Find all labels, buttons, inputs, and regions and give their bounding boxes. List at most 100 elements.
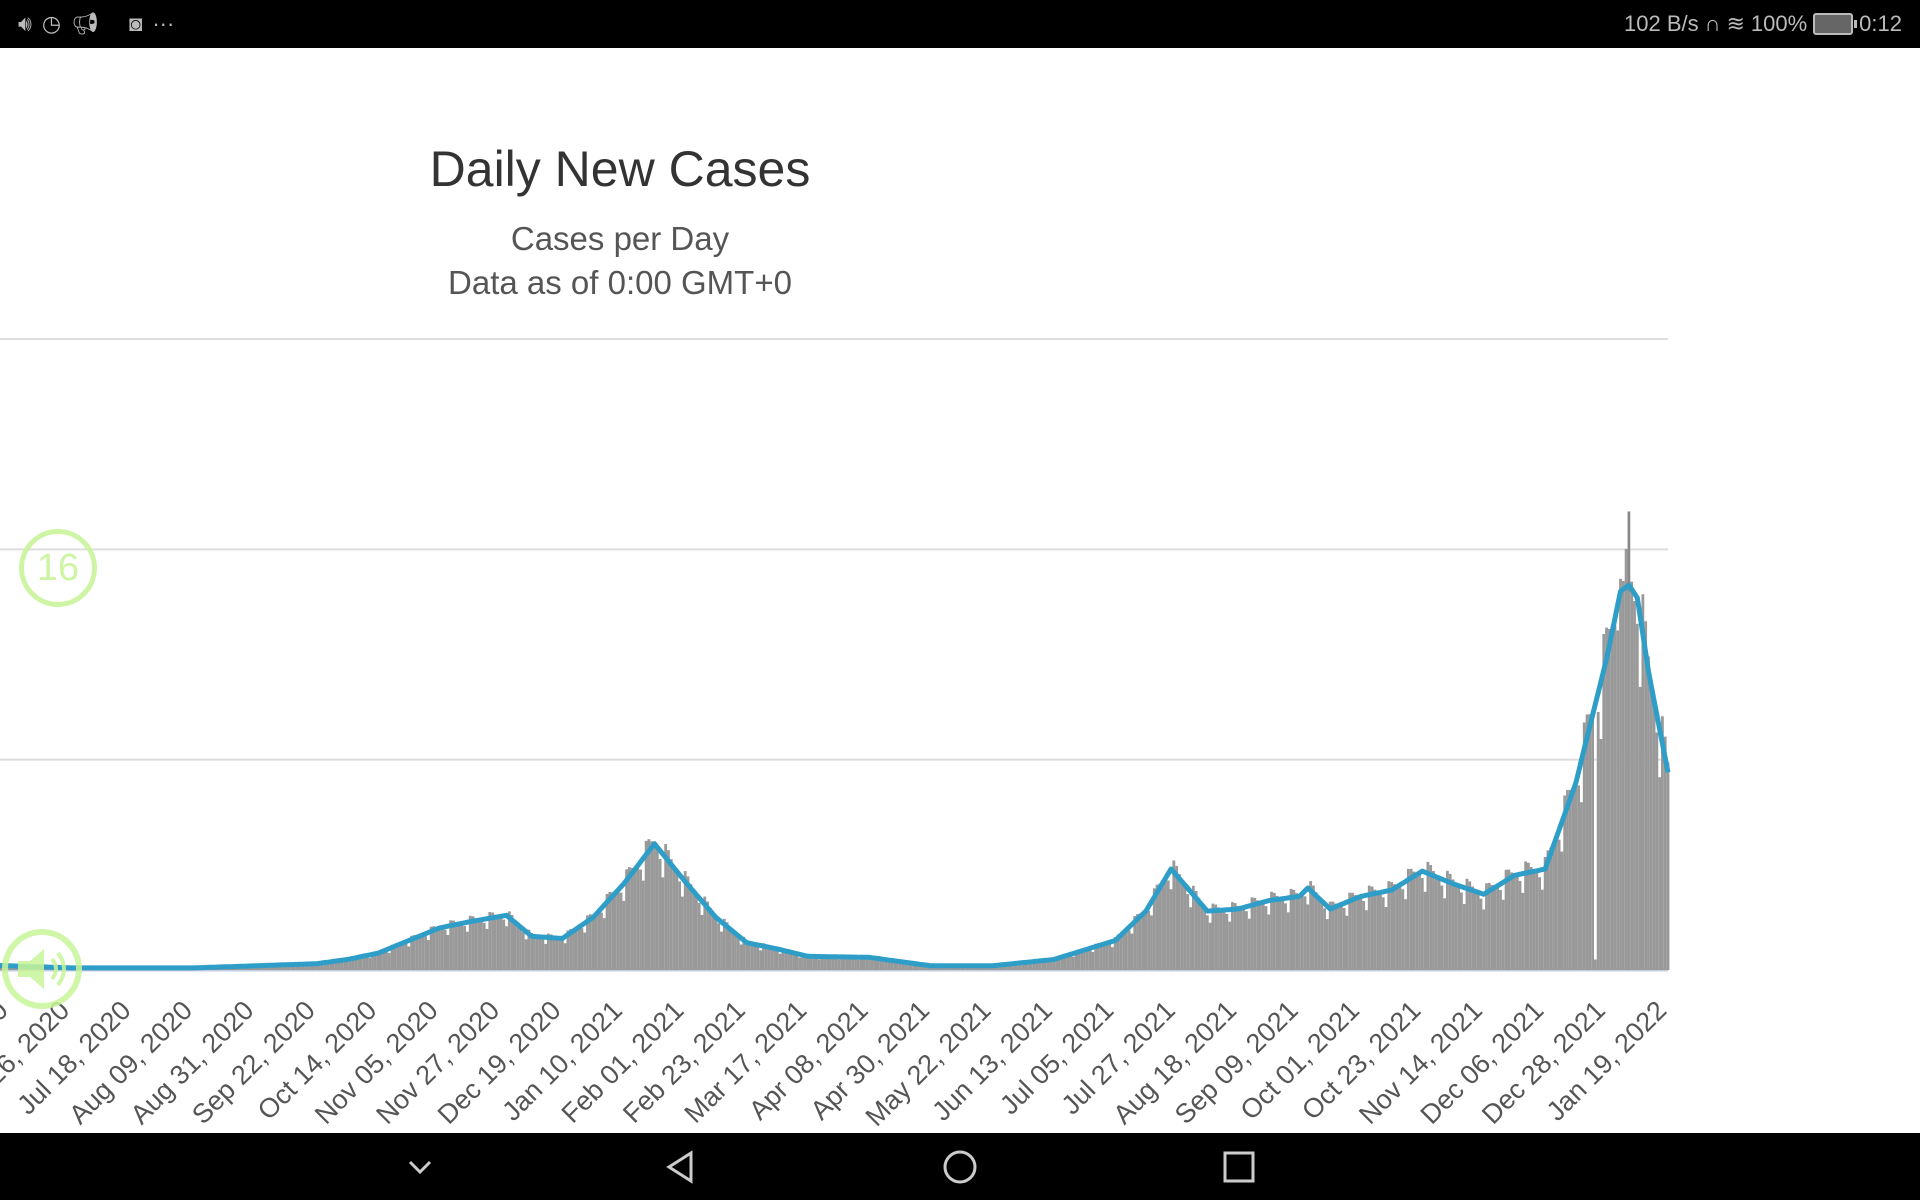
bar xyxy=(1356,896,1360,970)
bar xyxy=(345,960,349,970)
bar xyxy=(1016,962,1019,970)
bar xyxy=(1479,898,1483,970)
bar xyxy=(1647,656,1650,970)
bar xyxy=(1412,871,1416,970)
home-icon[interactable] xyxy=(938,1145,982,1189)
bar xyxy=(329,963,333,970)
bar xyxy=(1180,880,1184,970)
bar xyxy=(351,956,355,970)
bar xyxy=(1379,893,1382,970)
bar xyxy=(1105,943,1109,970)
bar xyxy=(1588,714,1592,970)
bar xyxy=(1459,892,1463,970)
bar xyxy=(1189,907,1192,970)
bar xyxy=(1094,943,1098,970)
bar xyxy=(667,850,670,970)
bar xyxy=(320,962,324,970)
bar xyxy=(689,884,693,970)
bar xyxy=(1513,873,1516,970)
bar xyxy=(1362,901,1366,970)
bar xyxy=(619,892,623,970)
bar xyxy=(708,907,712,970)
bar xyxy=(778,953,782,970)
bar xyxy=(343,960,346,970)
bar xyxy=(1099,943,1103,970)
bar xyxy=(1124,930,1128,970)
bar xyxy=(1663,736,1667,970)
bar xyxy=(555,937,559,970)
bar xyxy=(625,869,628,970)
recents-icon[interactable] xyxy=(1217,1145,1261,1189)
floating-speaker-button[interactable] xyxy=(2,929,82,1009)
bar xyxy=(505,926,508,970)
bar xyxy=(1069,955,1072,970)
bar xyxy=(1476,893,1480,970)
bar xyxy=(1532,869,1536,970)
bar xyxy=(829,956,832,970)
bar xyxy=(415,935,419,970)
bar xyxy=(681,896,684,970)
bar xyxy=(1627,511,1631,970)
bar xyxy=(848,956,852,970)
bar xyxy=(1203,909,1206,970)
bar xyxy=(887,959,891,970)
back-icon[interactable] xyxy=(659,1145,703,1189)
hide-nav-chevron-icon[interactable] xyxy=(398,1145,442,1189)
bar xyxy=(817,959,821,970)
bar xyxy=(1158,883,1162,970)
bar xyxy=(647,839,651,970)
bar xyxy=(1060,956,1064,970)
bar xyxy=(1384,906,1388,970)
bar xyxy=(574,928,578,970)
bar xyxy=(856,959,860,970)
bar xyxy=(653,841,656,970)
bar xyxy=(1197,897,1201,970)
bar xyxy=(703,896,707,970)
bar xyxy=(521,932,525,970)
bar xyxy=(348,961,352,970)
bar xyxy=(558,938,561,970)
bar xyxy=(1116,934,1120,970)
bar xyxy=(756,946,760,970)
bar xyxy=(1261,903,1265,970)
bar xyxy=(586,915,589,970)
navigation-bar xyxy=(0,1133,1920,1200)
bar xyxy=(1136,914,1139,970)
bar xyxy=(722,918,726,970)
bar xyxy=(1164,880,1167,970)
floating-counter-bubble[interactable]: 16 xyxy=(19,529,97,607)
bar xyxy=(1538,877,1541,970)
bar xyxy=(1462,904,1466,970)
bar xyxy=(412,935,416,970)
bar xyxy=(1482,909,1486,970)
bar xyxy=(552,936,556,970)
bar xyxy=(1178,874,1181,970)
bar xyxy=(868,957,871,970)
bar xyxy=(1035,960,1039,970)
bar xyxy=(337,960,341,970)
bar xyxy=(1270,891,1273,970)
bar xyxy=(468,915,472,970)
bar xyxy=(569,928,573,970)
bar xyxy=(1658,777,1662,970)
bar xyxy=(1231,902,1234,970)
bar xyxy=(1066,955,1070,970)
bar xyxy=(1300,895,1304,970)
bar xyxy=(1309,881,1313,970)
bar xyxy=(549,934,553,970)
bar xyxy=(1351,892,1354,970)
bar xyxy=(898,960,902,970)
bar xyxy=(742,936,746,970)
headset-icon: ∩ xyxy=(1704,11,1721,36)
bar xyxy=(608,891,612,970)
bar xyxy=(1088,949,1092,970)
bar xyxy=(591,914,595,970)
bar xyxy=(700,914,704,970)
bar xyxy=(1446,870,1449,970)
bar xyxy=(1046,960,1050,970)
bar xyxy=(636,867,640,970)
bar xyxy=(845,956,849,970)
bar xyxy=(1527,862,1530,970)
bar xyxy=(896,962,899,970)
bar xyxy=(1071,956,1075,970)
